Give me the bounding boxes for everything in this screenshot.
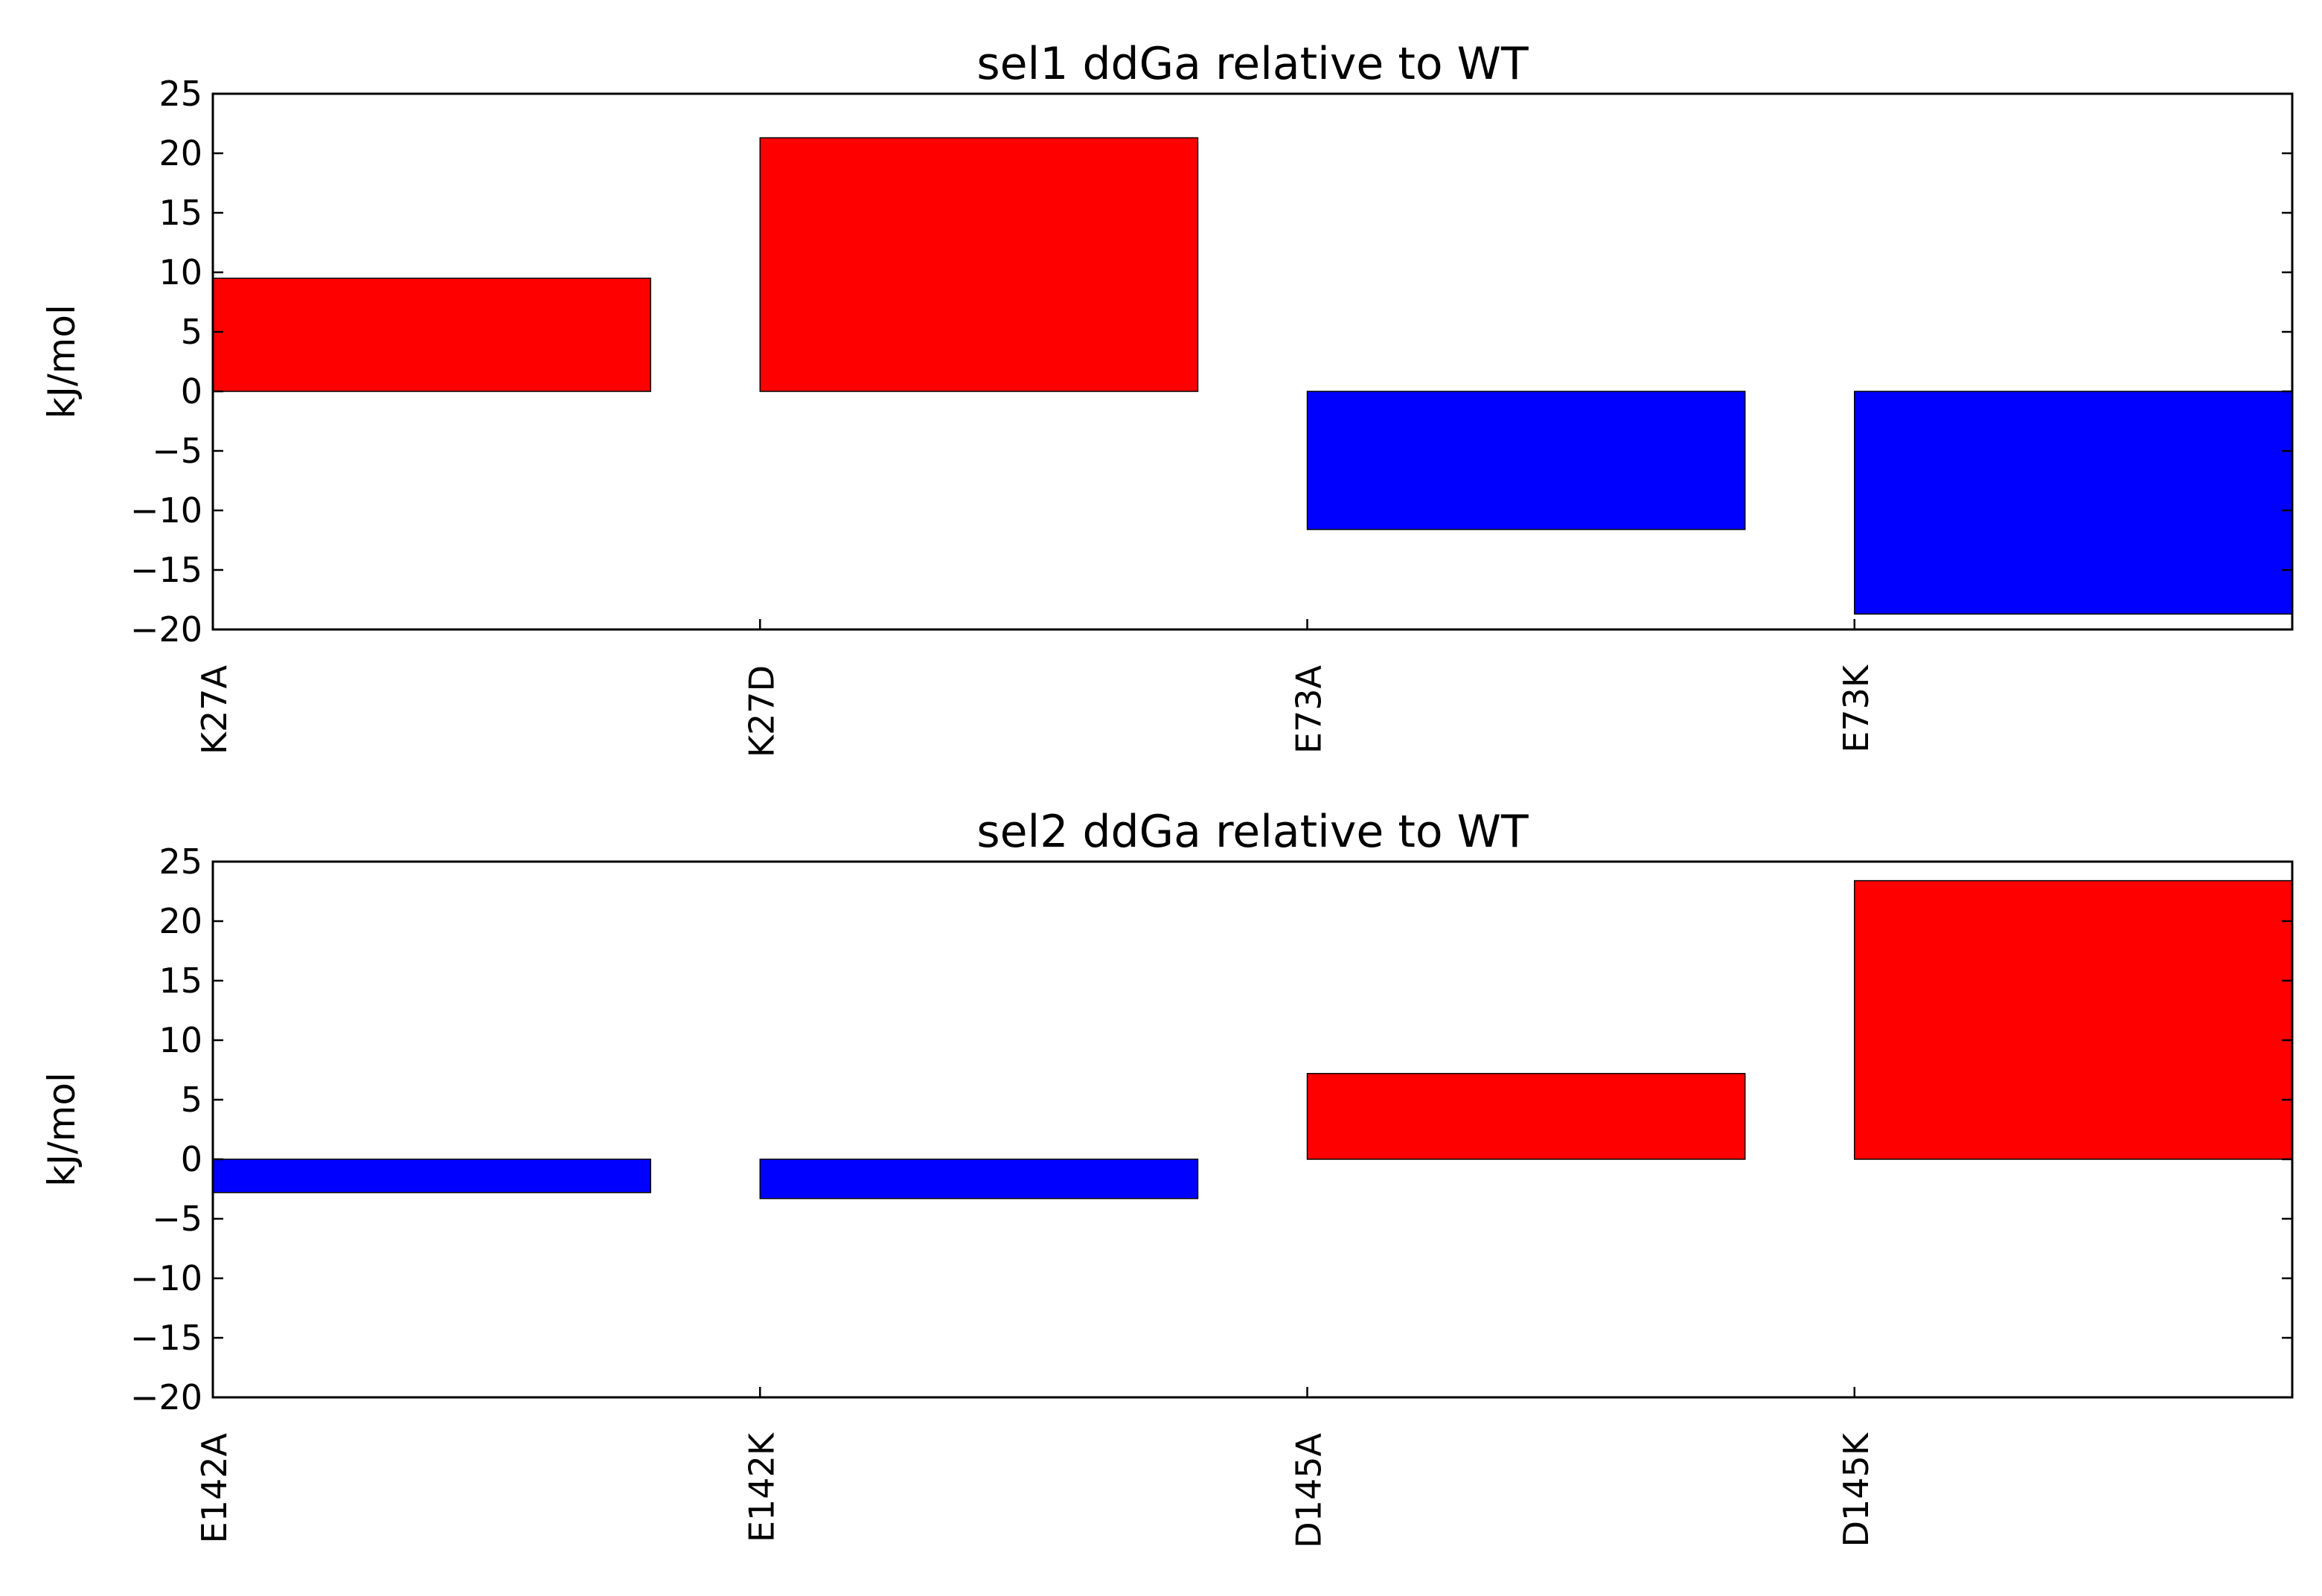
- y-tick-label: −15: [130, 1318, 202, 1358]
- chart-title: sel1 ddGa relative to WT: [976, 38, 1529, 90]
- y-tick-label: 20: [159, 133, 202, 173]
- chart-title: sel2 ddGa relative to WT: [976, 806, 1529, 858]
- y-tick-label: −10: [130, 490, 202, 531]
- y-tick-label: −10: [130, 1258, 202, 1298]
- x-tick-label-K27D: K27D: [741, 665, 781, 757]
- y-tick-label: 25: [159, 74, 202, 114]
- y-tick-label: 15: [159, 961, 202, 1001]
- y-tick-label: 10: [159, 252, 202, 292]
- y-tick-label: −20: [130, 1377, 202, 1417]
- bar-D145A: [1306, 1073, 1746, 1160]
- chart-panel-sel2: sel2 ddGa relative to WT kJ/mol 25 20 15 10 5 0…: [40, 806, 2294, 1548]
- y-tick-label: 5: [181, 312, 202, 352]
- y-tick-label: 0: [181, 1139, 202, 1179]
- x-tick-label-K27A: K27A: [194, 664, 234, 754]
- y-tick-label: −20: [130, 609, 202, 650]
- x-tick-label-D145A: D145A: [1289, 1432, 1329, 1548]
- chart-panel-sel1: sel1 ddGa relative to WT kJ/mol 25 20 15 10 5 0…: [40, 38, 2294, 757]
- y-tick-label: 20: [159, 901, 202, 941]
- y-axis-label: kJ/mol: [40, 304, 83, 419]
- bar-D145K: [1854, 879, 2293, 1160]
- y-tick-label: −5: [152, 1199, 202, 1239]
- y-tick-label: −15: [130, 550, 202, 590]
- x-tick-label-E142K: E142K: [741, 1432, 781, 1542]
- y-tick-label: −5: [152, 431, 202, 471]
- y-tick-label: 0: [181, 371, 202, 411]
- bar-K27D: [759, 137, 1199, 392]
- y-tick-label: 10: [159, 1020, 202, 1060]
- bar-E73A: [1306, 391, 1746, 531]
- y-tick-label: 5: [181, 1080, 202, 1120]
- bar-E142K: [759, 1158, 1199, 1199]
- x-tick-label-D145K: D145K: [1836, 1432, 1876, 1547]
- x-tick-label-E73A: E73A: [1289, 664, 1329, 754]
- x-tick-label-E73K: E73K: [1836, 664, 1876, 753]
- y-tick-label: 25: [159, 842, 202, 882]
- y-axis-label: kJ/mol: [40, 1072, 83, 1187]
- bar-K27A: [212, 278, 651, 392]
- y-tick-label: 15: [159, 193, 202, 233]
- bar-E142A: [212, 1158, 651, 1193]
- axes-frame: [211, 860, 2294, 1399]
- axes-frame: [211, 92, 2294, 631]
- x-tick-label-E142A: E142A: [194, 1432, 234, 1543]
- bar-E73K: [1854, 391, 2293, 615]
